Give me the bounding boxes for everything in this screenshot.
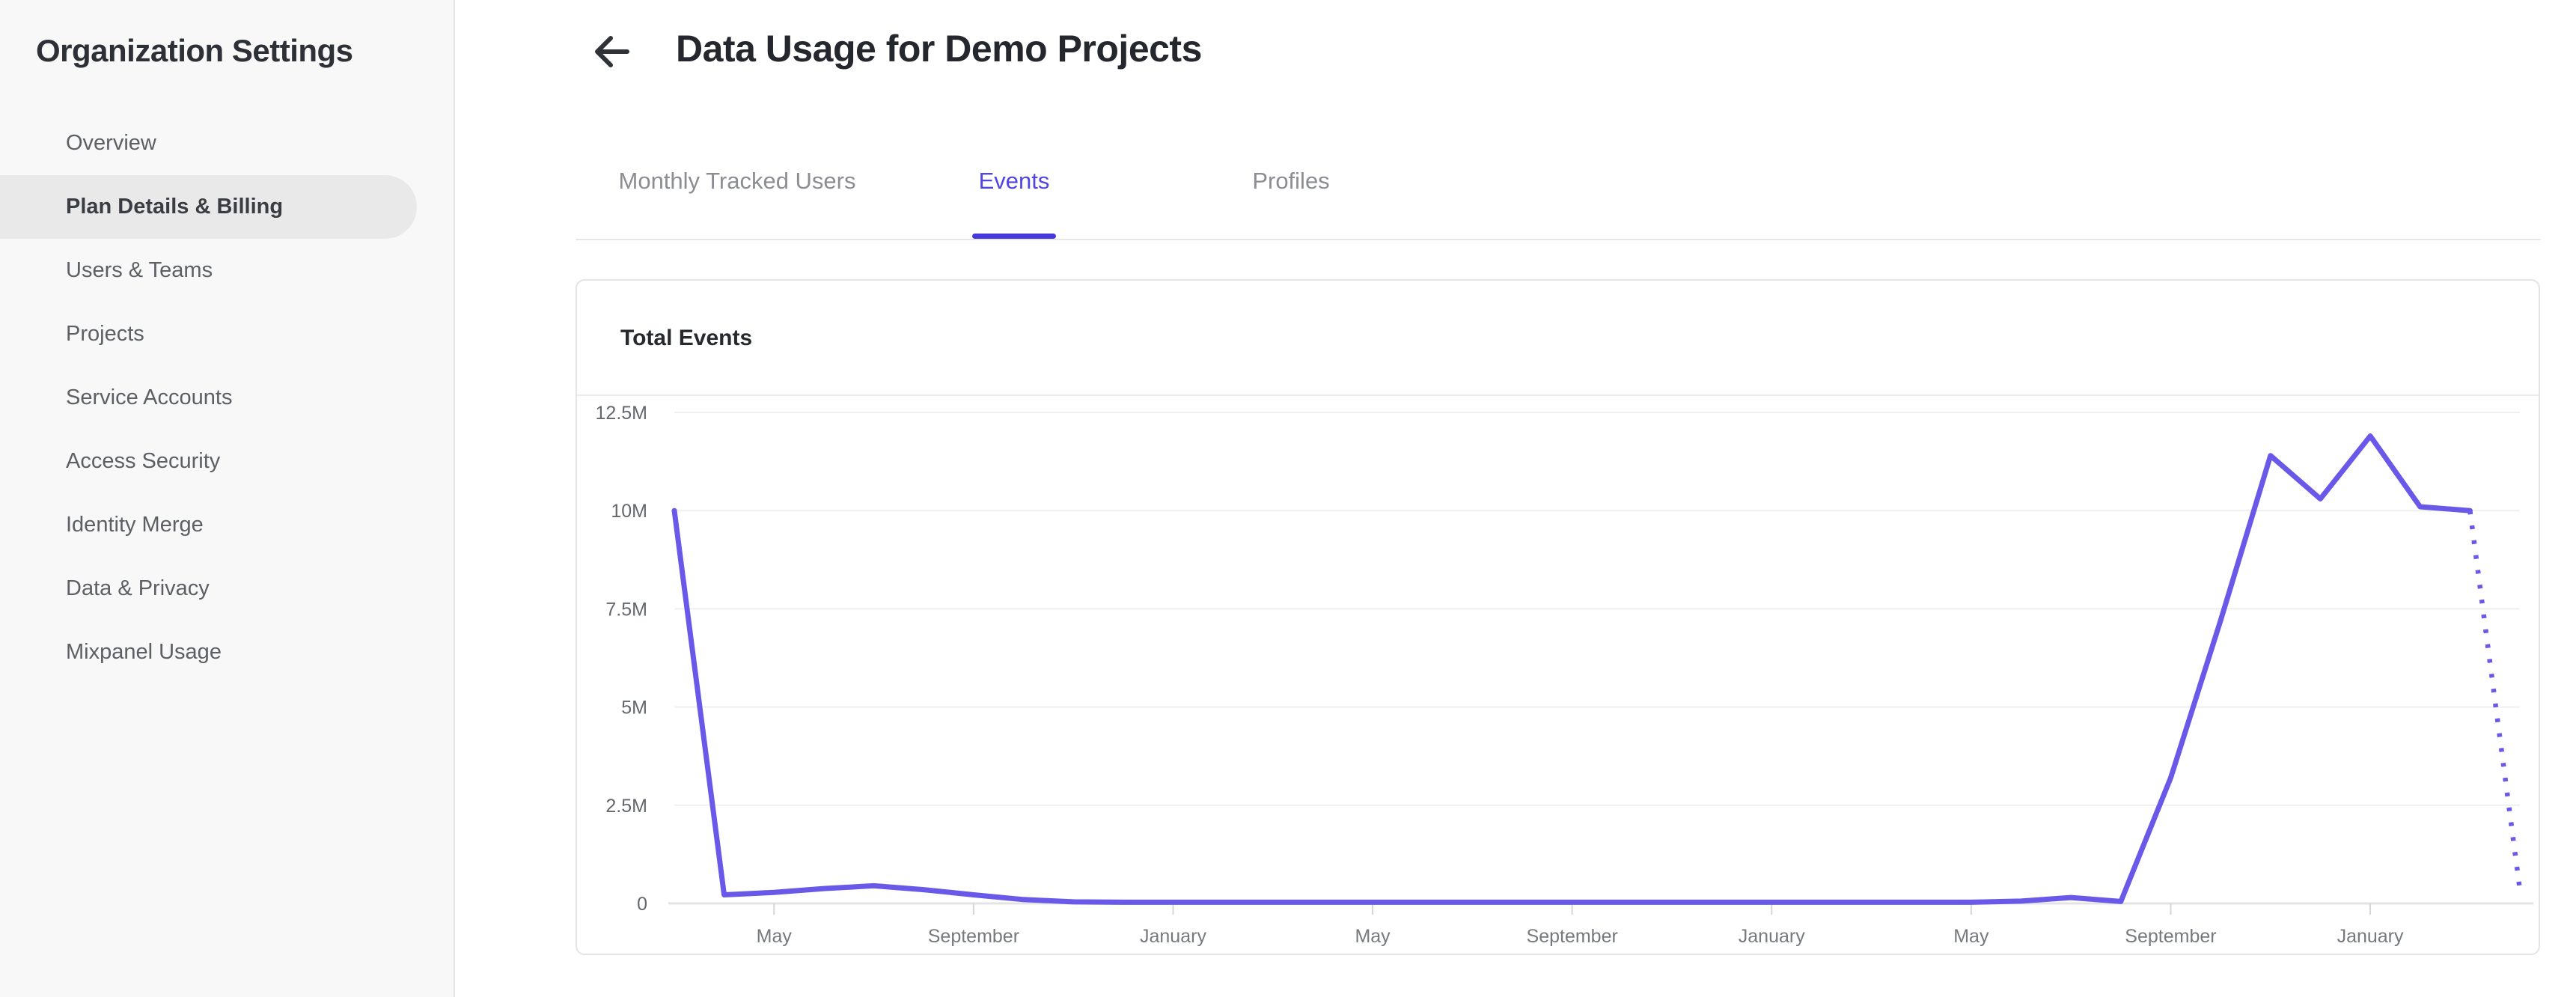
y-axis-label: 2.5M: [605, 796, 647, 817]
x-axis-label: May: [1953, 926, 1989, 947]
sidebar-nav: Overview Plan Details & Billing Users & …: [0, 112, 455, 684]
tabs-divider: [576, 239, 2541, 240]
x-axis-label: January: [2337, 926, 2404, 947]
tab-label: Events: [978, 168, 1050, 194]
total-events-line-chart: 0 2.5M 5M 7.5M 10M 12.5M May September January Ma…: [596, 403, 2533, 947]
sidebar: Organization Settings Overview Plan Deta…: [0, 0, 455, 997]
arrow-left-icon: [595, 36, 629, 67]
y-axis-label: 0: [637, 894, 647, 915]
series-line-projected-dotted: [2467, 510, 2523, 891]
sidebar-item-data-privacy[interactable]: Data & Privacy: [66, 576, 210, 600]
y-axis-label: 7.5M: [605, 599, 647, 620]
x-axis-label: September: [928, 926, 1019, 947]
sidebar-item-access-security[interactable]: Access Security: [66, 449, 221, 473]
tab-monthly-tracked-users[interactable]: Monthly Tracked Users: [599, 165, 876, 240]
sidebar-title: Organization Settings: [36, 33, 353, 68]
sidebar-item-identity-merge[interactable]: Identity Merge: [66, 513, 204, 537]
x-axis-label: January: [1140, 926, 1206, 947]
card-header-divider: [577, 394, 2539, 396]
x-axis-label: September: [1527, 926, 1618, 947]
x-axis-label: September: [2125, 926, 2216, 947]
y-axis-label: 12.5M: [596, 403, 647, 424]
tab-label: Profiles: [1252, 168, 1330, 194]
page-title: Data Usage for Demo Projects: [676, 28, 1202, 70]
x-axis-label: January: [1739, 926, 1805, 947]
tab-label: Monthly Tracked Users: [618, 168, 856, 194]
sidebar-item-mixpanel-usage[interactable]: Mixpanel Usage: [66, 640, 222, 664]
sidebar-item-overview[interactable]: Overview: [66, 131, 156, 155]
tab-bar: Monthly Tracked Users Events Profiles: [599, 165, 1429, 240]
active-tab-indicator: [972, 234, 1056, 239]
tab-events[interactable]: Events: [876, 165, 1153, 240]
back-button[interactable]: [591, 31, 632, 72]
sidebar-item-projects[interactable]: Projects: [66, 322, 144, 346]
x-axis-label: May: [757, 926, 793, 947]
sidebar-item-plan-details-billing[interactable]: Plan Details & Billing: [0, 175, 417, 239]
total-events-card: Total Events 0 2.5M 5M 7.5M 10M 12.5M May Septe…: [576, 279, 2540, 955]
sidebar-item-users-teams[interactable]: Users & Teams: [66, 258, 213, 282]
tab-profiles[interactable]: Profiles: [1153, 165, 1429, 240]
y-axis-label: 5M: [621, 698, 647, 719]
chart-title: Total Events: [620, 326, 753, 350]
sidebar-item-service-accounts[interactable]: Service Accounts: [66, 385, 233, 409]
y-axis-label: 10M: [611, 501, 647, 522]
x-axis-label: May: [1355, 926, 1391, 947]
series-line-solid: [671, 433, 2473, 905]
